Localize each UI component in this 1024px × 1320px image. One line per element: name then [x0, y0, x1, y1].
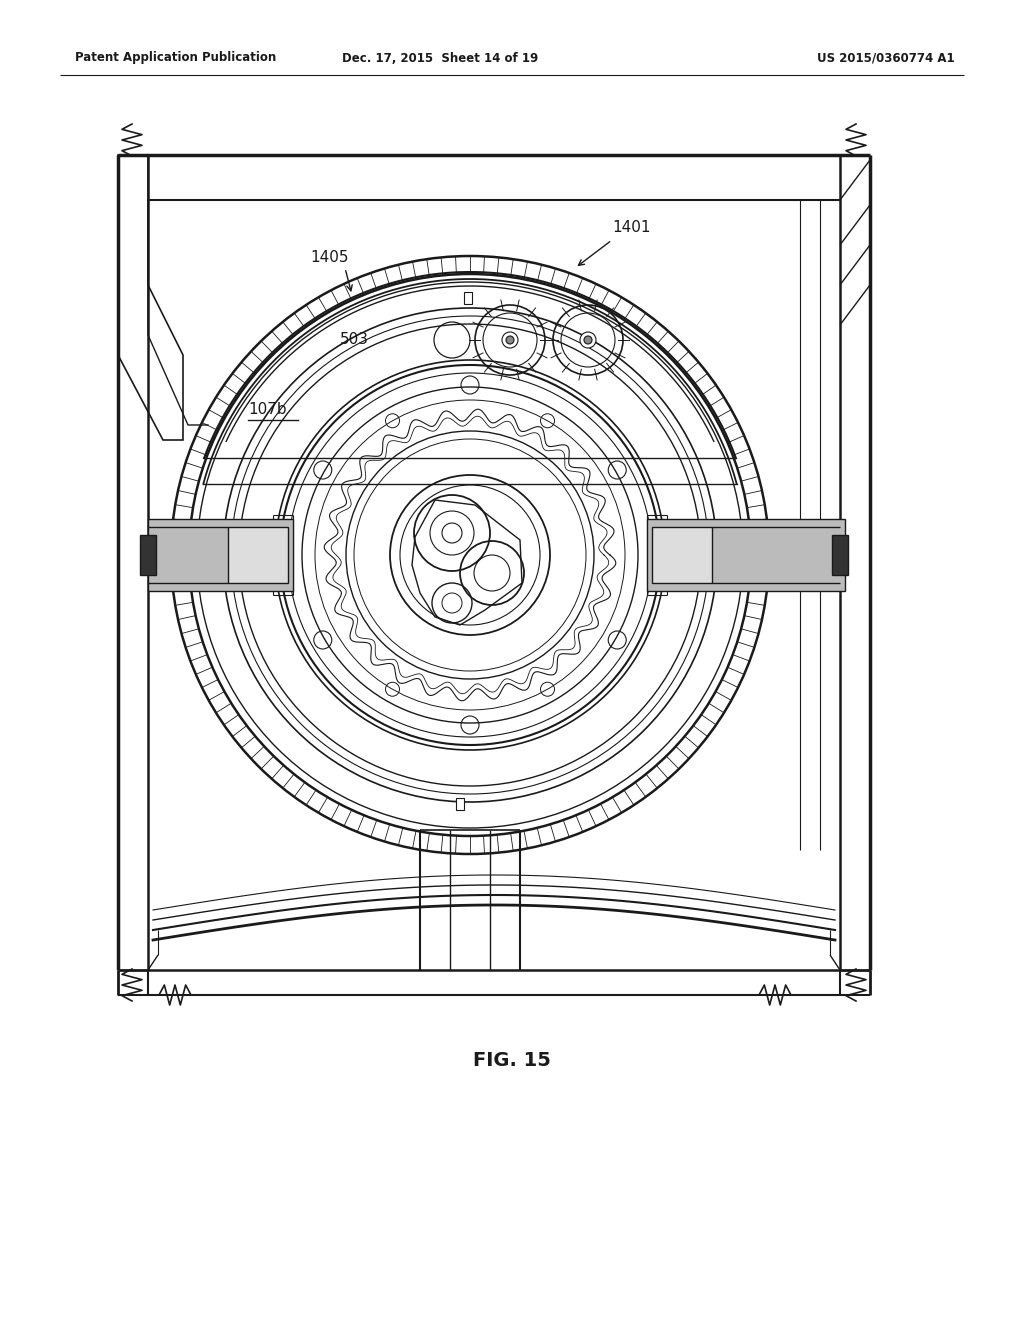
Text: Patent Application Publication: Patent Application Publication [75, 51, 276, 65]
Text: US 2015/0360774 A1: US 2015/0360774 A1 [817, 51, 955, 65]
Circle shape [580, 333, 596, 348]
Bar [140, 535, 156, 576]
Bar [228, 527, 288, 583]
Bar [148, 519, 293, 591]
Circle shape [506, 337, 514, 345]
Circle shape [442, 523, 462, 543]
Text: 503: 503 [340, 333, 369, 347]
Text: 1405: 1405 [310, 251, 348, 265]
Bar [464, 292, 472, 304]
Text: 107b: 107b [248, 403, 287, 417]
Text: 1401: 1401 [612, 220, 650, 235]
Circle shape [584, 337, 592, 345]
Circle shape [502, 333, 518, 348]
Bar [205, 543, 217, 550]
Bar [652, 527, 712, 583]
Bar [831, 535, 848, 576]
Text: Dec. 17, 2015  Sheet 14 of 19: Dec. 17, 2015 Sheet 14 of 19 [342, 51, 539, 65]
Bar [456, 799, 464, 810]
Text: FIG. 15: FIG. 15 [473, 1051, 551, 1069]
Bar [711, 550, 723, 558]
Bar [647, 519, 845, 591]
